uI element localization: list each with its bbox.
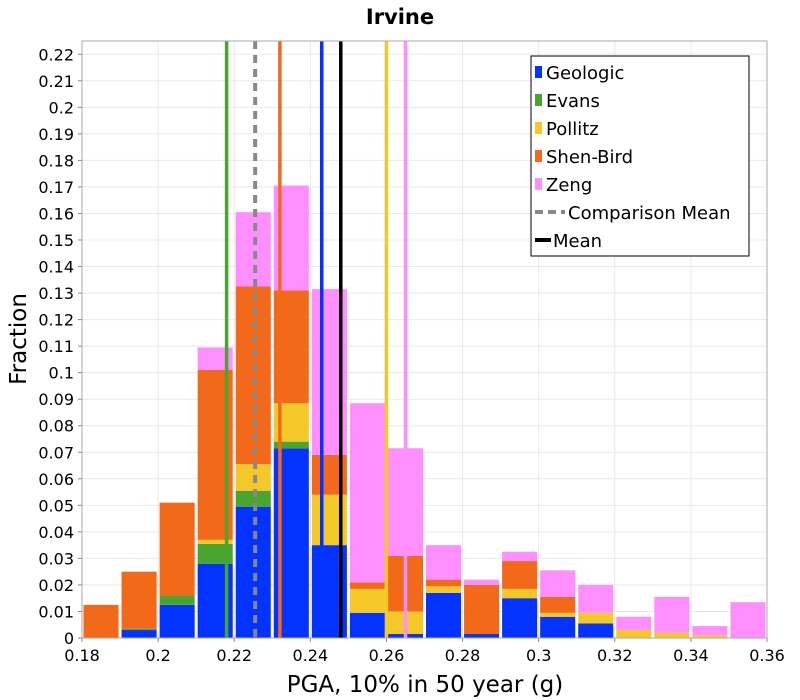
y-tick-label: 0.04 (38, 523, 74, 542)
y-tick-label: 0.18 (38, 151, 74, 170)
bar-segment-zeng (426, 545, 462, 580)
legend-label: Geologic (546, 63, 624, 84)
bar-segment-geologic (426, 592, 462, 638)
y-tick-label: 0 (64, 629, 74, 648)
bar-segment-zeng (654, 596, 690, 633)
y-tick-label: 0.13 (38, 284, 74, 303)
x-axis-title: PGA, 10% in 50 year (g) (287, 672, 564, 698)
x-tick-label: 0.36 (749, 646, 785, 665)
x-axis-ticks: 0.18 0.2 0.22 0.24 0.26 0.28 0.3 0.32 0.34 0.36 (64, 638, 785, 665)
y-tick-label: 0.1 (49, 364, 74, 383)
legend-label: Comparison Mean (568, 203, 731, 224)
x-tick-label: 0.3 (526, 646, 551, 665)
y-axis-ticks: 0 0.01 0.02 0.03 0.04 0.05 0.06 0.07 0.08 0.09 0.1… (38, 45, 82, 648)
bar-segment-evans (273, 441, 309, 449)
bar-segment-geologic (349, 612, 385, 638)
bar-segment-evans (197, 543, 233, 564)
y-tick-label: 0.09 (38, 390, 74, 409)
y-tick-label: 0.03 (38, 549, 74, 568)
bar-segment-geologic (159, 604, 195, 638)
bar-segment-pollitz (654, 632, 690, 638)
y-tick-label: 0.07 (38, 443, 74, 462)
bar-segment-zeng (349, 403, 385, 583)
legend-swatch (535, 178, 542, 190)
y-tick-label: 0.2 (49, 98, 74, 117)
bar-segment-zeng (578, 584, 614, 613)
chart-title: Irvine (366, 5, 434, 29)
bar-segment-zeng (502, 551, 538, 562)
bar-segment-geologic (464, 634, 500, 638)
y-tick-label: 0.15 (38, 231, 74, 250)
x-tick-label: 0.18 (64, 646, 100, 665)
legend-label: Zeng (546, 175, 592, 196)
plot-area-frame (81, 40, 768, 639)
bar-segment-pollitz (692, 635, 728, 638)
bar-segment-pollitz (426, 586, 462, 593)
y-tick-label: 0.02 (38, 576, 74, 595)
x-tick-label: 0.26 (369, 646, 405, 665)
y-tick-label: 0.06 (38, 470, 74, 489)
x-tick-label: 0.24 (293, 646, 329, 665)
y-tick-label: 0.16 (38, 204, 74, 223)
legend-label: Evans (546, 91, 600, 112)
legend-swatch (535, 94, 542, 106)
bar-segment-geologic (121, 630, 157, 638)
y-tick-label: 0.17 (38, 178, 74, 197)
bar-segment-zeng (692, 626, 728, 636)
legend-label: Pollitz (546, 119, 599, 140)
bar-segment-pollitz (616, 630, 652, 638)
y-axis-title: Fraction (6, 293, 32, 385)
histogram-bars (83, 185, 766, 638)
y-tick-label: 0.14 (38, 258, 74, 277)
legend-box (530, 55, 750, 257)
bar-segment-zeng (540, 570, 576, 597)
bar-segment-evans (159, 595, 195, 605)
bar-segment-pollitz (540, 612, 576, 617)
mean-lines (224, 41, 408, 638)
bar-segment-shen-bird (502, 561, 538, 589)
y-tick-label: 0.21 (38, 72, 74, 91)
bar-segment-evans (121, 628, 157, 631)
bar-segment-zeng (616, 616, 652, 631)
legend: Geologic Evans Pollitz Shen-Bird Zeng Compari… (530, 55, 750, 257)
bar-segment-shen-bird (349, 582, 385, 589)
y-tick-label: 0.05 (38, 496, 74, 515)
y-tick-label: 0.22 (38, 45, 74, 64)
x-tick-label: 0.28 (445, 646, 481, 665)
y-tick-label: 0.01 (38, 602, 74, 621)
bar-segment-pollitz (578, 612, 614, 624)
bar-segment-pollitz (197, 539, 233, 544)
y-tick-label: 0.12 (38, 311, 74, 330)
y-tick-label: 0.19 (38, 125, 74, 144)
bar-segment-zeng (197, 347, 233, 371)
bar-segment-zeng (730, 602, 766, 638)
bar-segment-geologic (578, 623, 614, 638)
bar-segment-shen-bird (83, 604, 119, 638)
x-tick-label: 0.2 (145, 646, 170, 665)
legend-swatch (535, 66, 542, 78)
bar-segment-evans (235, 490, 271, 507)
bar-segment-zeng (464, 579, 500, 585)
legend-label: Shen-Bird (546, 147, 633, 168)
bar-segment-pollitz (349, 588, 385, 613)
legend-swatch (535, 150, 542, 162)
bar-segment-shen-bird (464, 584, 500, 635)
x-tick-label: 0.32 (597, 646, 633, 665)
x-tick-label: 0.22 (216, 646, 252, 665)
bar-segment-shen-bird (426, 579, 462, 587)
bar-segment-geologic (540, 616, 576, 638)
bar-segment-pollitz (502, 588, 538, 599)
y-tick-label: 0.11 (38, 337, 74, 356)
legend-label: Mean (553, 231, 602, 252)
legend-swatch (535, 122, 542, 134)
y-tick-label: 0.08 (38, 417, 74, 436)
bar-segment-shen-bird (540, 596, 576, 613)
bar-segment-shen-bird (159, 502, 195, 596)
bar-segment-geologic (502, 598, 538, 638)
bar-segment-shen-bird (121, 571, 157, 629)
x-tick-label: 0.34 (673, 646, 709, 665)
